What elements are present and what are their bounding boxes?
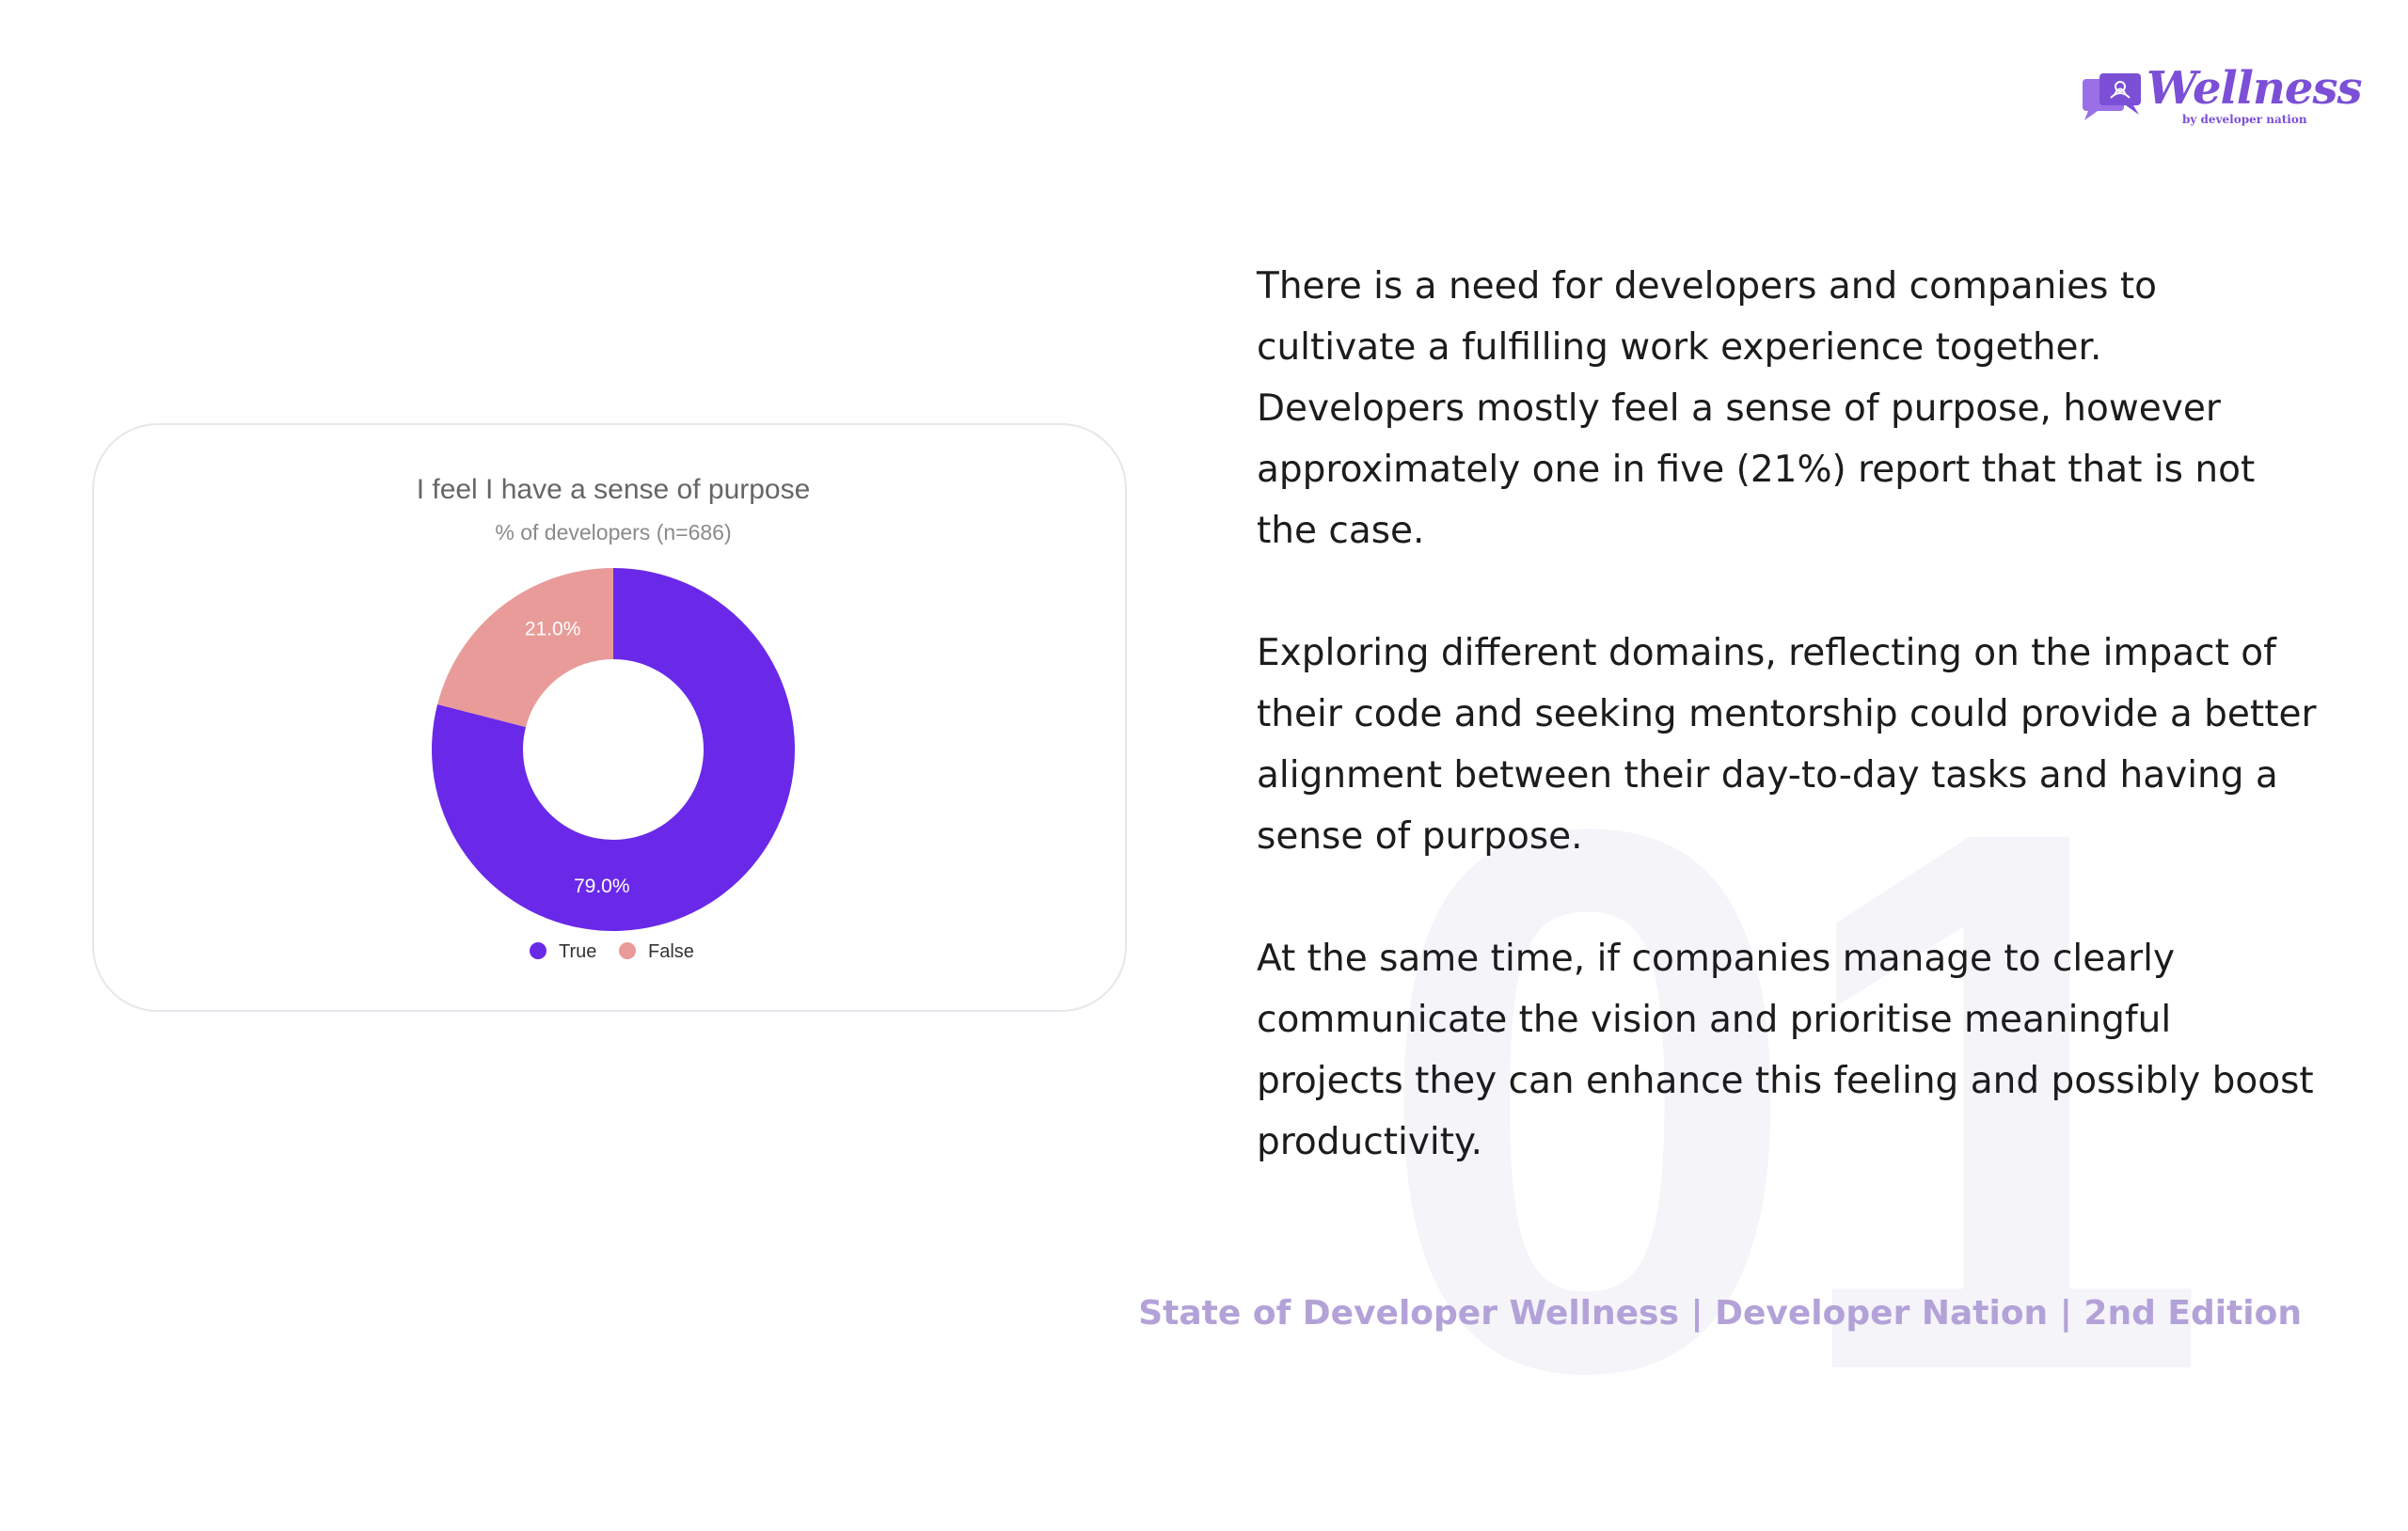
legend-label-false: False — [648, 941, 694, 962]
legend-label-true: True — [559, 941, 596, 962]
slice-label-false: 21.0% — [525, 619, 581, 640]
donut-chart: I feel I have a sense of purpose % of de… — [417, 474, 811, 962]
legend-marker-false — [619, 942, 636, 959]
chart-card: I feel I have a sense of purpose % of de… — [92, 423, 1127, 1012]
chart-subtitle: % of developers (n=686) — [495, 520, 731, 545]
paragraph-2: Exploring different domains, reflecting … — [1257, 632, 2317, 858]
slice-true — [431, 568, 795, 931]
logo-wordmark: Wellness — [2147, 62, 2362, 115]
chart-legend: True False — [530, 941, 694, 962]
chart-slice-labels: 79.0% 21.0% — [525, 619, 630, 897]
paragraph-1: There is a need for developers and compa… — [1257, 265, 2256, 552]
slice-label-true: 79.0% — [574, 876, 630, 897]
body-text: There is a need for developers and compa… — [1257, 256, 2320, 1234]
paragraph-3: At the same time, if companies manage to… — [1257, 938, 2314, 1163]
legend-marker-true — [530, 942, 547, 959]
logo-subtitle: by developer nation — [2182, 113, 2307, 126]
chat-bubble-logo-icon — [2083, 73, 2141, 120]
wellness-logo[interactable]: Wellness by developer nation — [2081, 66, 2362, 141]
report-footer: State of Developer Wellness | Developer … — [1138, 1294, 2302, 1333]
slice-false — [437, 568, 613, 728]
chart-title: I feel I have a sense of purpose — [417, 474, 811, 505]
chart-slices — [431, 568, 795, 931]
